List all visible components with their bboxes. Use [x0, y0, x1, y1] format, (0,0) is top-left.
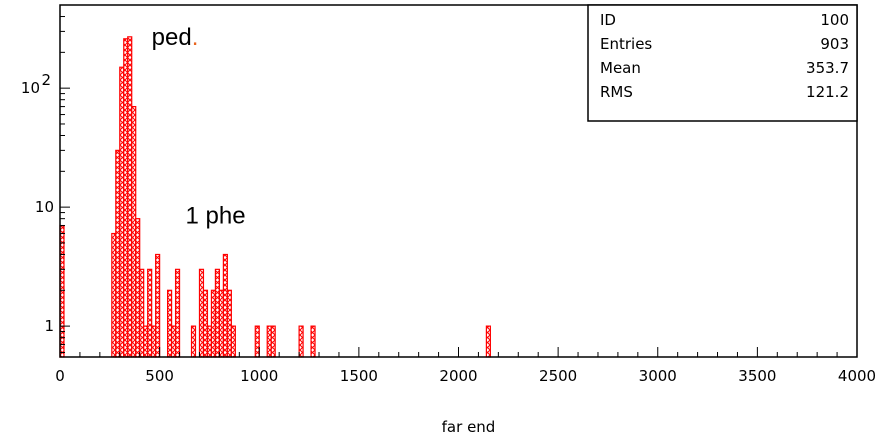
- stats-value: 121.2: [806, 83, 849, 101]
- stats-label: ID: [600, 11, 616, 29]
- histogram-bar: [485, 325, 491, 358]
- stats-box-frame: [587, 4, 858, 122]
- x-tick-label: 4000: [838, 367, 876, 385]
- x-tick-label: 0: [55, 367, 65, 385]
- annotation-suffix: .: [192, 24, 199, 51]
- histogram-bar: [298, 325, 304, 358]
- x-tick-label: 3500: [738, 367, 776, 385]
- x-axis-label: far end: [442, 418, 496, 436]
- annotation-label: ped.: [152, 24, 199, 51]
- y-tick-label: 10: [35, 198, 54, 216]
- x-tick-label: 2000: [439, 367, 477, 385]
- x-axis-tick-labels: 0 500 1000 1500 2000 2500 3000 3500 4000: [55, 367, 876, 385]
- stats-label: Entries: [600, 35, 652, 53]
- histogram-bar: [310, 325, 316, 358]
- x-tick-label: 1500: [340, 367, 378, 385]
- stats-value: 903: [820, 35, 849, 53]
- stats-box: ID 100 Entries 903 Mean 353.7 RMS 121.2: [587, 4, 858, 122]
- x-axis-ticks: [59, 347, 858, 357]
- y-tick-label: 1: [44, 317, 54, 335]
- x-tick-label: 3000: [639, 367, 677, 385]
- histogram-bar: [190, 325, 197, 358]
- histogram-bar: [230, 325, 236, 358]
- x-tick-label: 1000: [240, 367, 278, 385]
- histogram-bar: [174, 268, 181, 358]
- histogram-bar: [270, 325, 276, 358]
- histogram-bar: [254, 325, 260, 358]
- annotations: ped. 1 phe: [152, 24, 246, 230]
- y-tick-exponent: 2: [41, 71, 51, 89]
- histogram-bar: [155, 253, 161, 358]
- stats-value: 100: [820, 11, 849, 29]
- stats-value: 353.7: [806, 59, 849, 77]
- stats-label: RMS: [600, 83, 633, 101]
- x-tick-label: 2500: [539, 367, 577, 385]
- stats-label: Mean: [600, 59, 641, 77]
- y-tick-label: 10: [21, 79, 40, 97]
- histogram-bars: [59, 36, 491, 358]
- x-tick-label: 500: [145, 367, 174, 385]
- annotation-label: 1 phe: [186, 203, 246, 230]
- y-axis-ticks: [60, 4, 70, 354]
